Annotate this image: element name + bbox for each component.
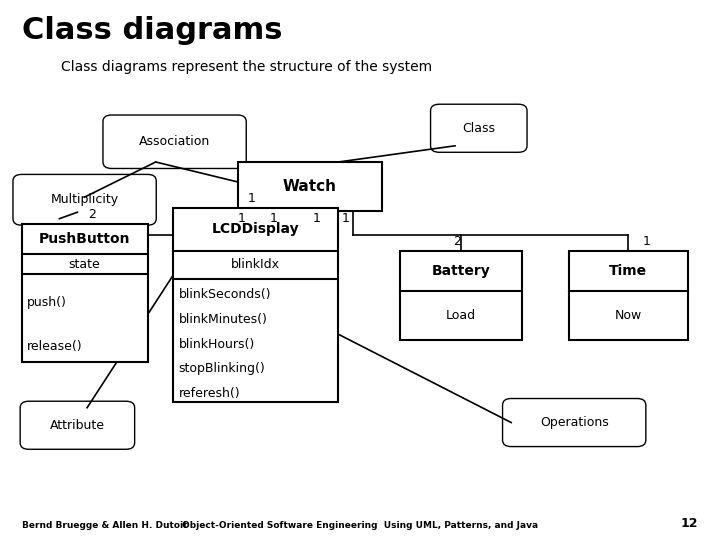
Text: Bernd Bruegge & Allen H. Dutoit: Bernd Bruegge & Allen H. Dutoit [22, 521, 187, 530]
Text: Object-Oriented Software Engineering  Using UML, Patterns, and Java: Object-Oriented Software Engineering Usi… [182, 521, 538, 530]
Text: 1: 1 [642, 235, 650, 248]
Text: Time: Time [609, 264, 647, 278]
Text: Class diagrams: Class diagrams [22, 16, 282, 45]
FancyBboxPatch shape [20, 401, 135, 449]
Text: 2: 2 [454, 235, 461, 248]
Text: Battery: Battery [431, 264, 490, 278]
Text: 12: 12 [681, 517, 698, 530]
Text: 1: 1 [313, 212, 320, 225]
Bar [22, 224, 148, 362]
FancyBboxPatch shape [431, 104, 527, 152]
Text: blinkSeconds(): blinkSeconds() [179, 288, 271, 301]
Text: Association: Association [139, 135, 210, 148]
Text: Class diagrams represent the structure of the system: Class diagrams represent the structure o… [61, 60, 432, 75]
Text: Attribute: Attribute [50, 418, 105, 432]
Text: LCDDisplay: LCDDisplay [212, 222, 300, 237]
Text: PushButton: PushButton [39, 232, 130, 246]
Text: Multiplicity: Multiplicity [50, 193, 119, 206]
Bar [569, 251, 688, 340]
Text: Operations: Operations [540, 416, 608, 429]
Text: Class: Class [462, 122, 495, 135]
Text: 1: 1 [238, 212, 245, 225]
Bar [400, 251, 522, 340]
Text: push(): push() [27, 296, 67, 309]
FancyBboxPatch shape [13, 174, 156, 225]
Bar [173, 208, 338, 402]
Text: 1: 1 [248, 192, 256, 205]
Text: Now: Now [615, 309, 642, 322]
Text: stopBlinking(): stopBlinking() [179, 362, 265, 375]
Text: blinkIdx: blinkIdx [231, 258, 280, 271]
Text: release(): release() [27, 340, 83, 353]
Text: referesh(): referesh() [179, 387, 240, 400]
Text: Load: Load [446, 309, 476, 322]
Text: 1: 1 [270, 212, 277, 225]
FancyBboxPatch shape [503, 399, 646, 447]
Text: 2: 2 [89, 208, 96, 221]
Text: Watch: Watch [283, 179, 337, 194]
Text: state: state [68, 258, 101, 271]
FancyBboxPatch shape [103, 115, 246, 168]
Text: 1: 1 [342, 212, 349, 225]
Text: blinkHours(): blinkHours() [179, 338, 255, 351]
Text: blinkMinutes(): blinkMinutes() [179, 313, 267, 326]
Bar [238, 162, 382, 211]
